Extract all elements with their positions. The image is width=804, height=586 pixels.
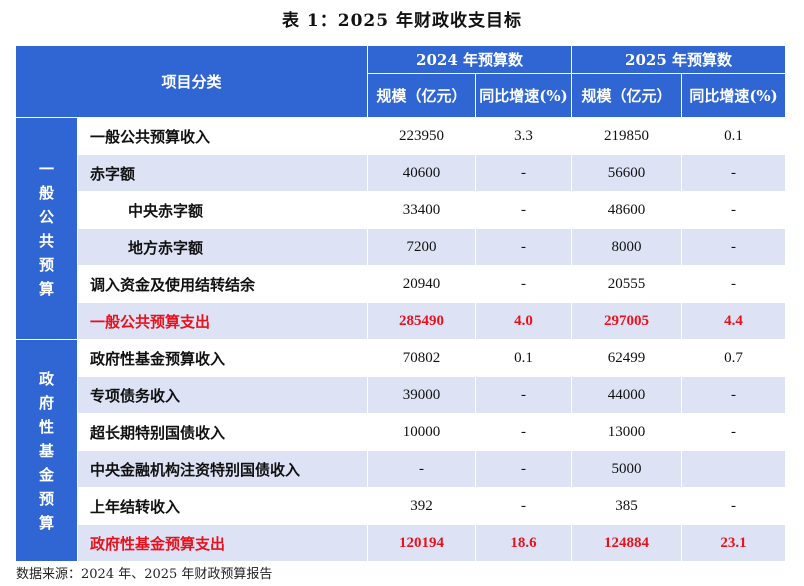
value-2025: 124884 [571, 524, 683, 562]
growth-2024: 4.0 [475, 302, 573, 340]
table-row: 调入资金及使用结转结余 20940 - 20555 - [16, 265, 787, 303]
growth-2025: - [681, 191, 787, 229]
value-2025: 13000 [571, 413, 683, 451]
table-row: 上年结转收入 392 - 385 - [16, 487, 787, 525]
header-2024-scale: 规模（亿元） [367, 73, 477, 118]
growth-2025 [681, 450, 787, 488]
value-2024: 120194 [367, 524, 477, 562]
row-name: 专项债务收入 [76, 376, 369, 414]
value-2025: 48600 [571, 191, 683, 229]
value-2025: 8000 [571, 228, 683, 266]
header-2025: 2025 年预算数 [571, 45, 787, 74]
growth-2025: - [681, 265, 787, 303]
value-2024: 40600 [367, 154, 477, 192]
value-2025: 44000 [571, 376, 683, 414]
table-row: 一般公共预算 一般公共预算收入 223950 3.3 219850 0.1 [15, 117, 787, 340]
growth-2024: 3.3 [475, 117, 573, 155]
header-2024-growth: 同比增速(%) [475, 73, 573, 118]
growth-2024: 18.6 [475, 524, 573, 562]
table-row: 中央金融机构注资特别国债收入 - - 5000 [16, 450, 787, 488]
growth-2025: - [681, 376, 787, 414]
header-row-metrics: 规模（亿元） 同比增速(%) 规模（亿元） 同比增速(%) [16, 73, 787, 118]
value-2024: - [367, 450, 477, 488]
value-2025: 56600 [571, 154, 683, 192]
row-name: 中央金融机构注资特别国债收入 [76, 450, 369, 488]
value-2024: 7200 [367, 228, 477, 266]
value-2024: 392 [367, 487, 477, 525]
row-name: 上年结转收入 [76, 487, 369, 525]
value-2024: 70802 [367, 339, 477, 377]
growth-2024: - [475, 487, 573, 525]
table-row-total: 政府性基金预算支出 120194 18.6 124884 23.1 [16, 524, 787, 562]
value-2025: 385 [571, 487, 683, 525]
section-label-general-budget: 一般公共预算 [15, 117, 78, 340]
growth-2025: - [681, 154, 787, 192]
section-label-text: 政府性基金预算 [38, 369, 54, 532]
table-row-total: 一般公共预算支出 285490 4.0 297005 4.4 [16, 302, 787, 340]
header-2025-scale: 规模（亿元） [571, 73, 683, 118]
value-2024: 223950 [367, 117, 477, 155]
row-name: 一般公共预算支出 [76, 302, 369, 340]
row-name: 政府性基金预算收入 [76, 339, 369, 377]
growth-2024: - [475, 154, 573, 192]
header-2025-growth: 同比增速(%) [681, 73, 787, 118]
growth-2024: - [475, 228, 573, 266]
row-name: 一般公共预算收入 [76, 117, 369, 155]
table-row: 政府性基金预算 政府性基金预算收入 70802 0.1 62499 0.7 [15, 339, 787, 562]
growth-2025: - [681, 487, 787, 525]
table-row: 赤字额 40600 - 56600 - [16, 154, 787, 192]
value-2025: 62499 [571, 339, 683, 377]
row-name: 超长期特别国债收入 [76, 413, 369, 451]
section-label-text: 一般公共预算 [38, 159, 54, 298]
growth-2024: 0.1 [475, 339, 573, 377]
value-2024: 33400 [367, 191, 477, 229]
value-2024: 39000 [367, 376, 477, 414]
growth-2024: - [475, 191, 573, 229]
growth-2024: - [475, 450, 573, 488]
growth-2025: 4.4 [681, 302, 787, 340]
growth-2025: - [681, 413, 787, 451]
table-title: 表 1：2025 年财政收支目标 [282, 11, 522, 31]
section-label-fund-budget: 政府性基金预算 [15, 339, 78, 562]
row-name: 地方赤字额 [76, 228, 369, 266]
value-2025: 20555 [571, 265, 683, 303]
value-2024: 10000 [367, 413, 477, 451]
growth-2024: - [475, 413, 573, 451]
value-2025: 219850 [571, 117, 683, 155]
data-source-note: 数据来源：2024 年、2025 年财政预算报告 [16, 567, 273, 582]
table-row: 超长期特别国债收入 10000 - 13000 - [16, 413, 787, 451]
row-name: 调入资金及使用结转结余 [76, 265, 369, 303]
growth-2024: - [475, 265, 573, 303]
value-2025: 5000 [571, 450, 683, 488]
header-2024: 2024 年预算数 [367, 45, 573, 74]
growth-2025: 0.7 [681, 339, 787, 377]
value-2024: 285490 [367, 302, 477, 340]
table-row: 专项债务收入 39000 - 44000 - [16, 376, 787, 414]
growth-2025: - [681, 228, 787, 266]
row-name: 政府性基金预算支出 [76, 524, 369, 562]
row-name: 中央赤字额 [76, 191, 369, 229]
header-category: 项目分类 [14, 45, 369, 118]
row-name: 赤字额 [76, 154, 369, 192]
value-2024: 20940 [367, 265, 477, 303]
growth-2024: - [475, 376, 573, 414]
value-2025: 297005 [571, 302, 683, 340]
table-row: 中央赤字额 33400 - 48600 - [16, 191, 787, 229]
growth-2025: 23.1 [681, 524, 787, 562]
fiscal-targets-table: 项目分类 2024 年预算数 2025 年预算数 规模（亿元） 同比增速(%) … [14, 45, 787, 562]
table-row: 地方赤字额 7200 - 8000 - [16, 228, 787, 266]
growth-2025: 0.1 [681, 117, 787, 155]
header-row-years: 项目分类 2024 年预算数 2025 年预算数 [14, 45, 787, 118]
